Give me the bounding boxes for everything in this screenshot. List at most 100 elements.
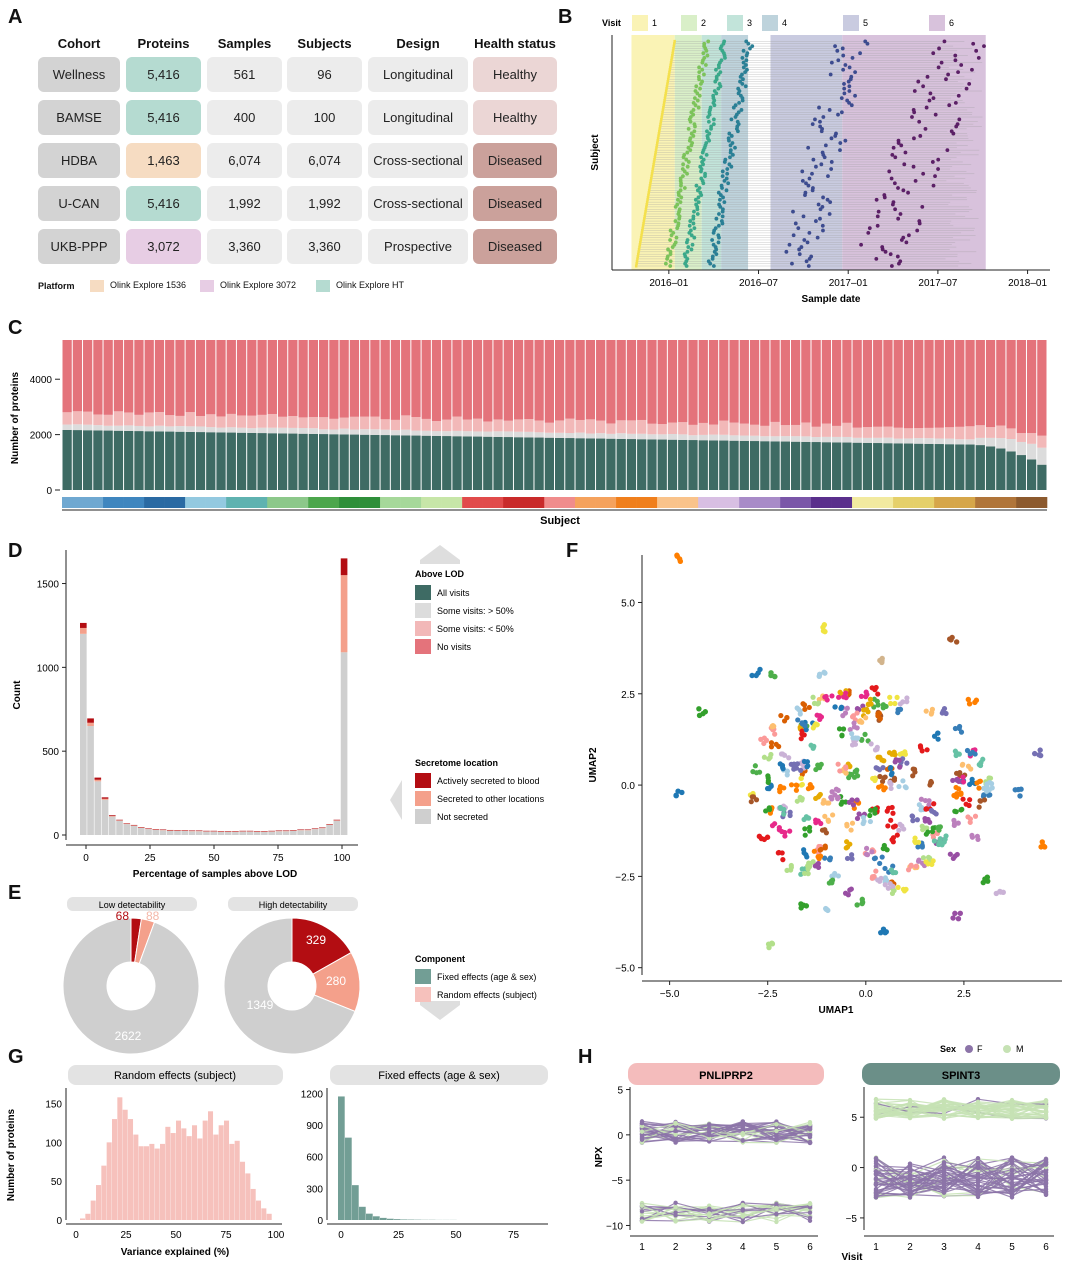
g-left-ytick-label: 100 — [45, 1138, 62, 1149]
visit-point — [641, 224, 645, 228]
umap-point — [854, 815, 861, 822]
umap-point — [931, 801, 937, 807]
protein-bar-seg — [606, 433, 616, 439]
g-left-bar — [181, 1128, 187, 1220]
umap-point — [891, 775, 898, 781]
protein-bar-seg — [544, 437, 554, 490]
protein-bar-seg — [739, 340, 749, 424]
subject-color-strip — [862, 497, 873, 508]
h-left-subject-point — [774, 1212, 779, 1217]
umap-point — [798, 905, 804, 911]
umap-point — [881, 842, 887, 849]
subject-color-strip — [400, 497, 412, 508]
visit-point — [700, 79, 704, 84]
visit-point — [821, 195, 825, 200]
protein-bar-seg — [493, 340, 503, 420]
protein-bar-seg — [729, 422, 739, 436]
visit-point — [696, 195, 701, 200]
umap-point — [780, 857, 786, 863]
umap-point — [806, 864, 813, 870]
h-right-subject-point — [1043, 1100, 1049, 1105]
umap-point — [870, 775, 876, 782]
protein-bar-seg — [339, 417, 349, 429]
protein-bar-seg — [267, 427, 277, 434]
visit-point — [691, 221, 696, 226]
umap-point — [815, 700, 822, 706]
visit-point — [668, 238, 672, 242]
visit-point — [945, 148, 950, 153]
h-left-subject-point — [740, 1214, 745, 1219]
visit-point — [917, 219, 922, 223]
visit-legend-swatch-3 — [762, 15, 778, 31]
umap-point — [814, 862, 820, 868]
protein-bar-seg — [657, 434, 667, 440]
visit-point — [704, 141, 709, 145]
visit-point — [741, 77, 745, 82]
h-left-subject-line — [641, 1123, 811, 1136]
subject-color-strip — [492, 497, 504, 508]
protein-bar-seg — [832, 425, 842, 437]
g-left-bar — [266, 1213, 272, 1220]
subject-color-strip — [421, 497, 432, 508]
protein-bar-seg — [698, 434, 708, 441]
hist-bar-red — [253, 831, 261, 832]
h-sex-legend-title: Sex — [940, 1044, 956, 1054]
subject-color-strip — [595, 497, 607, 508]
protein-bar-seg — [842, 436, 852, 443]
panel-g-letter: G — [8, 1046, 24, 1068]
protein-bar-seg — [698, 422, 708, 435]
visit-point — [728, 148, 733, 153]
protein-bar-seg — [247, 415, 257, 429]
visit-point — [644, 207, 648, 211]
protein-bar-seg — [103, 340, 113, 415]
protein-bar-seg — [298, 417, 308, 428]
umap-point — [793, 787, 800, 793]
subject-color-strip — [985, 497, 996, 508]
protein-bar-seg — [667, 433, 678, 440]
umap-point — [778, 712, 784, 719]
h-right-subject-point — [873, 1161, 879, 1166]
visit-point — [656, 141, 659, 145]
protein-bar-seg — [965, 426, 975, 440]
b-xtick-label: 2017–07 — [918, 278, 957, 289]
umap-point — [953, 794, 960, 800]
visit-point — [787, 242, 792, 247]
g-left-bar — [186, 1136, 192, 1220]
subject-color-strip — [236, 497, 247, 508]
umap-point — [818, 820, 824, 827]
umap-point — [950, 915, 956, 921]
protein-bar-seg — [678, 439, 688, 490]
g-right-ytick-label: 0 — [317, 1216, 323, 1227]
visit-point — [643, 217, 646, 221]
umap-point — [811, 848, 817, 854]
visit-point — [889, 264, 894, 268]
hist-bar-grey — [224, 831, 232, 835]
visit-point — [668, 65, 672, 69]
umap-point — [854, 767, 860, 773]
visit-point — [801, 214, 806, 219]
protein-bar-seg — [719, 340, 729, 421]
visit-point — [666, 82, 669, 86]
protein-bar-seg — [821, 436, 832, 443]
h-left-subject-line — [641, 1123, 811, 1137]
visit-point — [688, 115, 693, 119]
platform-legend-label-2: Olink Explore HT — [336, 280, 405, 290]
subject-color-strip — [913, 497, 925, 508]
visit-point — [716, 233, 721, 238]
visit-point — [642, 221, 645, 225]
umap-point — [856, 811, 862, 817]
left-arrow-shape — [390, 780, 402, 820]
protein-bar-seg — [832, 436, 842, 443]
visit-point — [839, 110, 844, 115]
subject-color-strip — [800, 497, 812, 508]
visit-point — [719, 58, 724, 63]
subject-color-strip — [103, 497, 114, 508]
f-xtick-label: −2.5 — [758, 989, 778, 1000]
protein-bar-seg — [996, 340, 1006, 426]
visit-point — [893, 207, 897, 212]
visit-point — [703, 63, 708, 67]
umap-point — [753, 672, 759, 679]
h-right-subject-point — [907, 1106, 913, 1111]
umap-point — [952, 808, 958, 814]
protein-bar-seg — [955, 426, 965, 440]
